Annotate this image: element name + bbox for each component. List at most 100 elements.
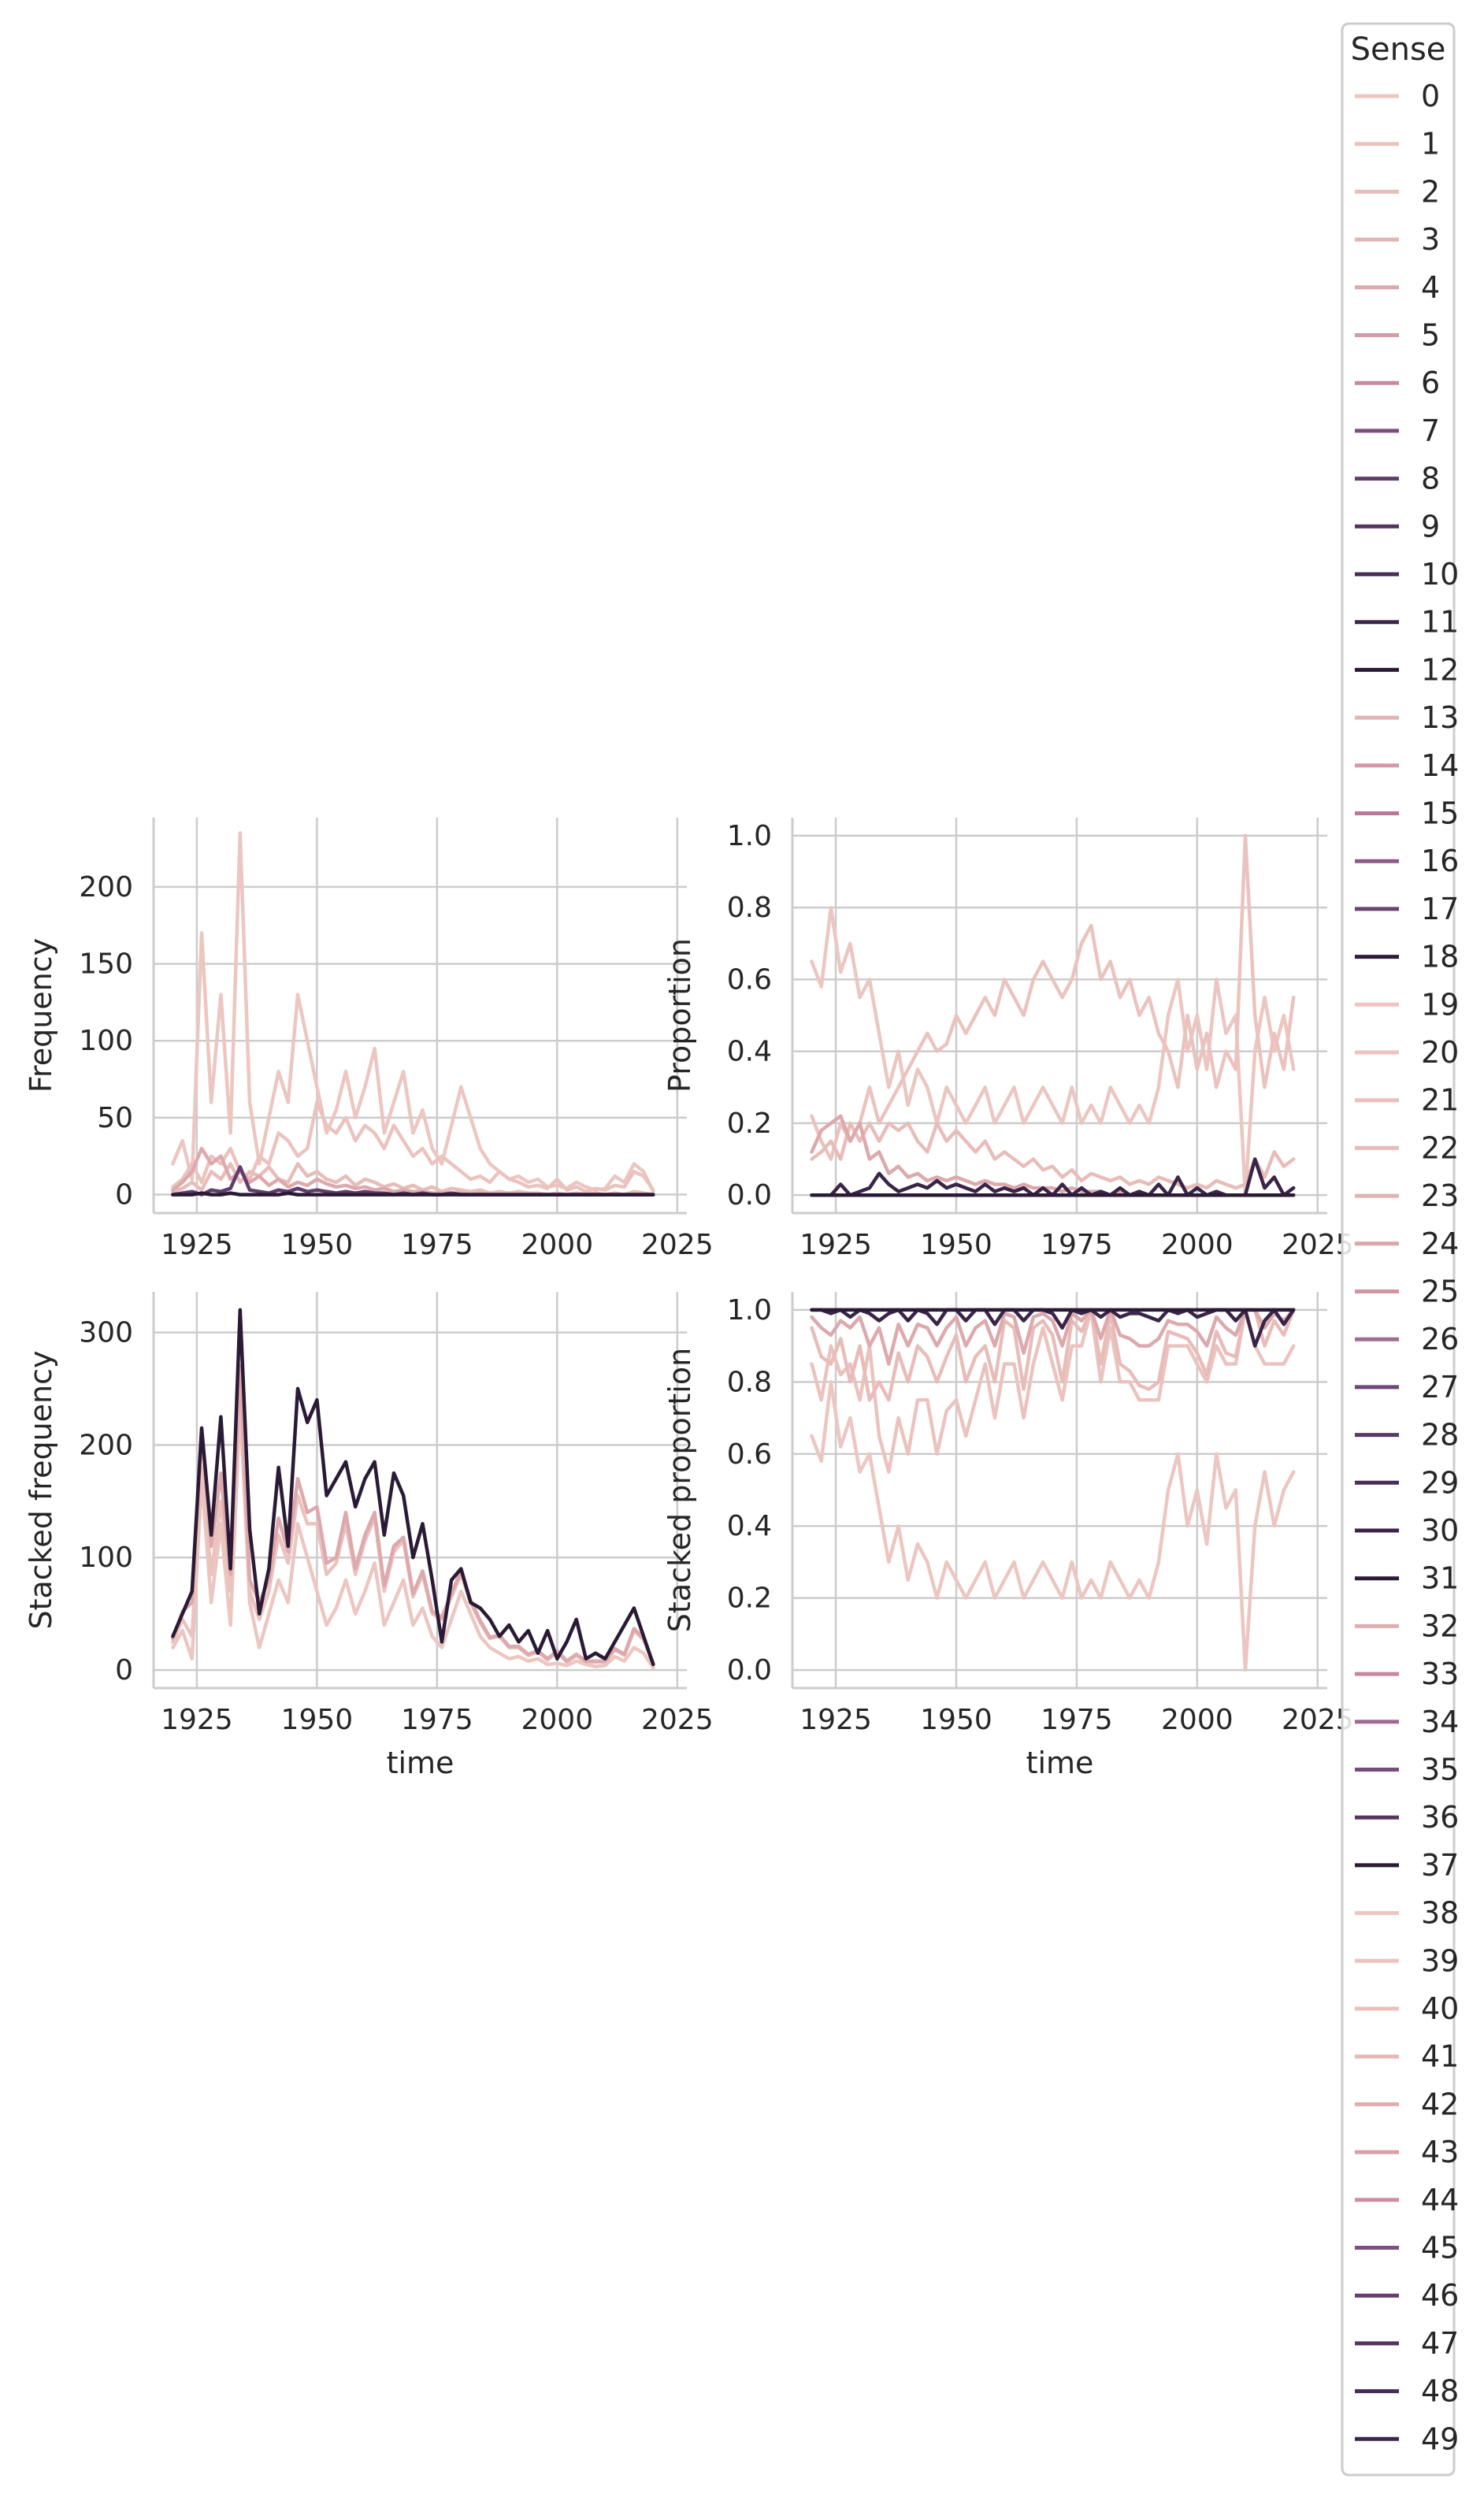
legend-entry: 26 xyxy=(1355,1322,1459,1356)
legend-entry: 30 xyxy=(1355,1513,1459,1548)
legend-label: 49 xyxy=(1421,2421,1459,2456)
legend-entry: 6 xyxy=(1355,366,1440,400)
legend-label: 33 xyxy=(1421,1657,1459,1691)
x-axis-label: time xyxy=(387,1746,454,1780)
legend-label: 22 xyxy=(1421,1130,1459,1165)
legend-label: 36 xyxy=(1421,1800,1459,1835)
legend-entry: 37 xyxy=(1355,1848,1459,1883)
y-tick-label: 0.4 xyxy=(727,1510,772,1542)
legend-label: 34 xyxy=(1421,1705,1459,1739)
y-tick-label: 0.4 xyxy=(727,1036,772,1068)
legend-entry: 23 xyxy=(1355,1178,1459,1213)
y-tick-label: 0.8 xyxy=(727,892,772,924)
series-line-sense-1 xyxy=(810,1308,1296,1474)
legend-entry: 7 xyxy=(1355,414,1440,448)
x-tick-label: 1925 xyxy=(800,1229,872,1261)
series-line-sense-0 xyxy=(171,1404,655,1670)
legend-label: 19 xyxy=(1421,987,1459,1022)
legend-entry: 33 xyxy=(1355,1657,1459,1691)
legend-label: 47 xyxy=(1421,2326,1459,2361)
series-line-sense-12 xyxy=(171,1308,655,1667)
y-tick-label: 1.0 xyxy=(727,1294,772,1327)
y-tick-label: 0.2 xyxy=(727,1108,772,1140)
legend-label: 43 xyxy=(1421,2135,1459,2169)
x-tick-label: 1950 xyxy=(281,1704,354,1736)
legend-label: 14 xyxy=(1421,748,1459,783)
legend-label: 40 xyxy=(1421,1991,1459,2026)
legend-label: 23 xyxy=(1421,1178,1459,1213)
legend-entry: 22 xyxy=(1355,1130,1459,1165)
legend-entry: 29 xyxy=(1355,1465,1459,1500)
x-tick-label: 2000 xyxy=(1161,1704,1234,1736)
legend-entry: 27 xyxy=(1355,1370,1459,1404)
series-line-sense-1 xyxy=(810,833,1296,1161)
legend-label: 41 xyxy=(1421,2039,1459,2074)
legend-entry: 43 xyxy=(1355,2135,1459,2169)
y-tick-label: 150 xyxy=(79,948,133,981)
legend-entry: 20 xyxy=(1355,1035,1459,1070)
y-axis-label: Frequency xyxy=(24,938,58,1093)
panels: 1925 1950 1975 2000 2025050100150200Frequenc… xyxy=(24,818,1354,1780)
legend-entry: 17 xyxy=(1355,892,1459,926)
legend-entry: 8 xyxy=(1355,462,1440,496)
y-tick-label: 100 xyxy=(79,1025,133,1057)
legend-entry: 19 xyxy=(1355,987,1459,1022)
legend-label: 24 xyxy=(1421,1226,1459,1261)
frequency-panel: 1925 1950 1975 2000 2025 0 50 100 150 200 Frequenc… xyxy=(24,818,714,1261)
legend-entry: 42 xyxy=(1355,2087,1459,2121)
y-tick-label: 0.8 xyxy=(727,1366,772,1398)
legend-label: 1 xyxy=(1421,127,1440,161)
legend-label: 9 xyxy=(1421,509,1440,544)
legend-entry: 0 xyxy=(1355,79,1440,113)
legend-entry: 35 xyxy=(1355,1753,1459,1787)
legend-entry: 25 xyxy=(1355,1275,1459,1309)
legend-label: 6 xyxy=(1421,366,1440,400)
legend-label: 15 xyxy=(1421,796,1459,831)
x-tick-label: 2000 xyxy=(521,1229,594,1261)
legend-label: 10 xyxy=(1421,557,1459,592)
legend-label: 30 xyxy=(1421,1513,1459,1548)
y-tick-label: 0.2 xyxy=(727,1583,772,1615)
legend-label: 18 xyxy=(1421,940,1459,974)
y-tick-label: 100 xyxy=(79,1542,133,1574)
legend-label: 16 xyxy=(1421,844,1459,878)
legend-label: 21 xyxy=(1421,1083,1459,1118)
legend-entry: 46 xyxy=(1355,2278,1459,2313)
x-tick-label: 1950 xyxy=(920,1229,992,1261)
legend-entry: 24 xyxy=(1355,1226,1459,1261)
legend-entry: 2 xyxy=(1355,174,1440,209)
y-tick-label: 300 xyxy=(79,1316,133,1349)
legend-label: 31 xyxy=(1421,1561,1459,1596)
x-tick-label: 2000 xyxy=(521,1704,594,1736)
stacked-frequency-panel: 1925 1950 1975 2000 2025 0 100 200 300 Stacked fr… xyxy=(24,1292,714,1780)
legend-entry: 41 xyxy=(1355,2039,1459,2074)
x-tick-label: 1975 xyxy=(1041,1229,1113,1261)
legend-entry: 10 xyxy=(1355,557,1459,592)
legend-label: 17 xyxy=(1421,892,1459,926)
legend-entry: 47 xyxy=(1355,2326,1459,2361)
x-tick-label: 1975 xyxy=(1041,1704,1113,1736)
legend-label: 3 xyxy=(1421,222,1440,257)
legend-label: 4 xyxy=(1421,270,1440,305)
legend-label: 2 xyxy=(1421,174,1440,209)
x-tick-label: 1925 xyxy=(161,1229,233,1261)
series-line-sense-4 xyxy=(171,1364,655,1665)
legend-entry: 14 xyxy=(1355,748,1459,783)
y-tick-label: 0.0 xyxy=(727,1179,772,1212)
legend-entry: 40 xyxy=(1355,1991,1459,2026)
legend-label: 7 xyxy=(1421,414,1440,448)
series-line-sense-0 xyxy=(810,1380,1296,1672)
legend-entry: 44 xyxy=(1355,2183,1459,2217)
proportion-panel: 1925 1950 1975 2000 20250.00.20.40.60.81.0Pr… xyxy=(662,818,1354,1261)
y-tick-label: 200 xyxy=(79,1429,133,1461)
y-axis-label: Stacked proportion xyxy=(662,1348,697,1632)
legend-entry: 4 xyxy=(1355,270,1440,305)
legend-label: 26 xyxy=(1421,1322,1459,1356)
x-tick-label: 1925 xyxy=(161,1704,233,1736)
legend-title: Sense xyxy=(1351,32,1446,68)
legend-entry: 28 xyxy=(1355,1418,1459,1453)
series-line-sense-0 xyxy=(171,831,655,1193)
x-tick-label: 2025 xyxy=(641,1704,714,1736)
y-tick-label: 0.6 xyxy=(727,963,772,996)
legend-label: 5 xyxy=(1421,318,1440,353)
